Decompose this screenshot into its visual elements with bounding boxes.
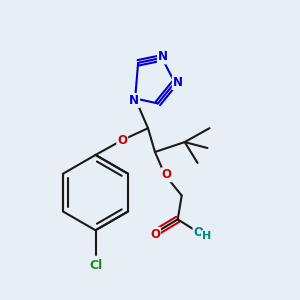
Text: N: N <box>129 94 139 107</box>
Text: Cl: Cl <box>89 260 102 272</box>
Text: O: O <box>194 226 203 239</box>
Text: O: O <box>162 168 172 181</box>
Text: N: N <box>158 50 168 63</box>
Text: H: H <box>202 231 211 241</box>
Text: N: N <box>173 76 183 89</box>
Text: O: O <box>117 134 127 147</box>
Text: O: O <box>150 228 160 241</box>
